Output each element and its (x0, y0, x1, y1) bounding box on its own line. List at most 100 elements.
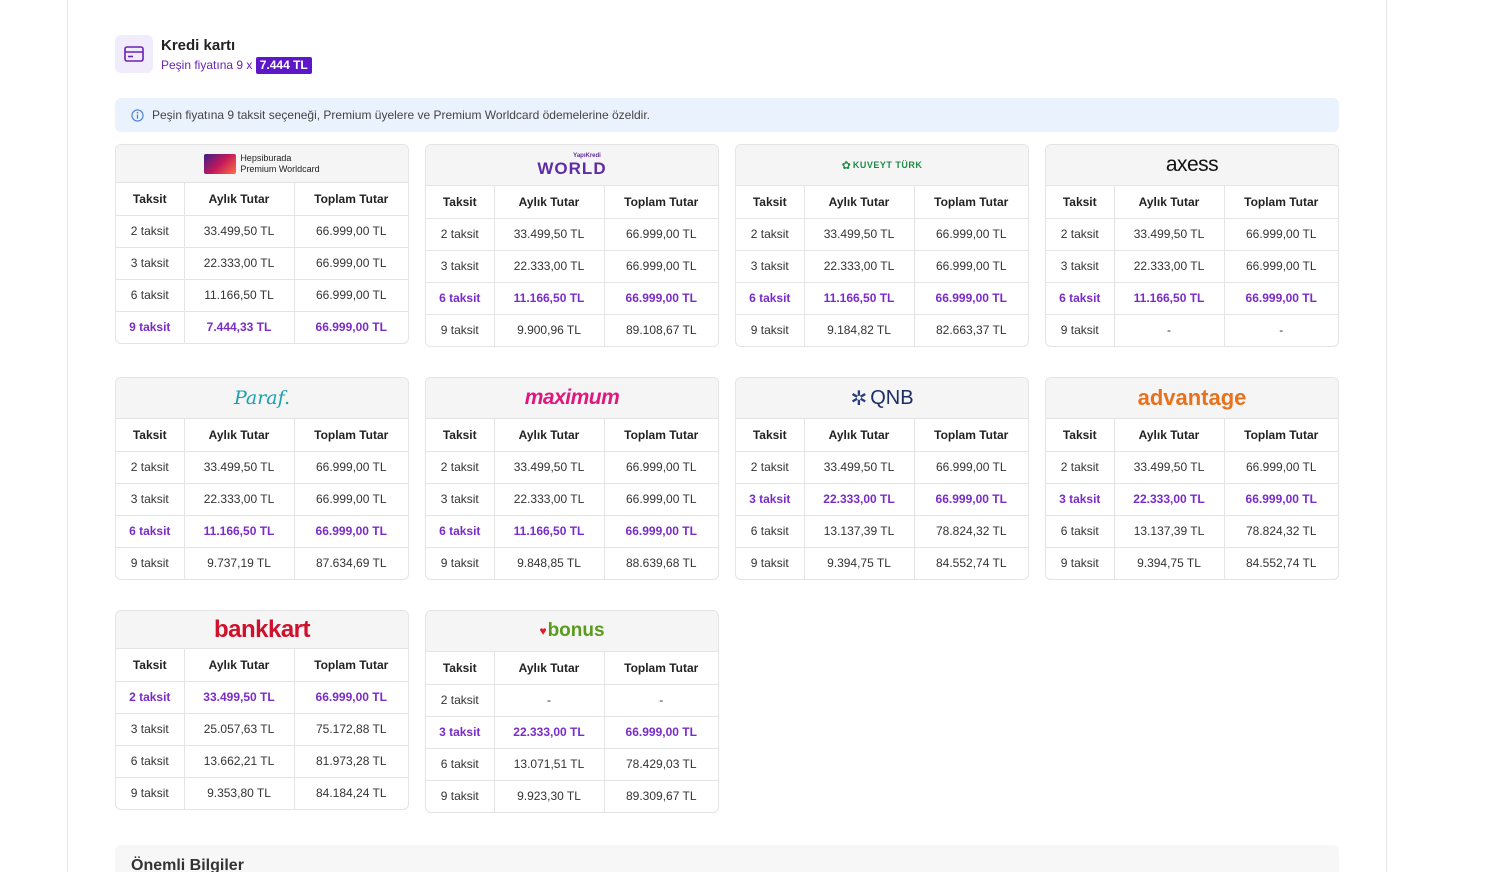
column-header: Toplam Tutar (294, 419, 408, 452)
monthly-amount: 11.166,50 TL (184, 279, 295, 312)
monthly-amount: 9.848,85 TL (494, 547, 605, 579)
subtitle-prefix: Peşin fiyatına 9 x (161, 58, 253, 72)
monthly-amount: 33.499,50 TL (184, 451, 295, 484)
table-row: 2 taksit 33.499,50 TL 66.999,00 TL (1046, 218, 1338, 251)
table-row: 2 taksit 33.499,50 TL 66.999,00 TL (736, 218, 1028, 251)
world-logo-text: WORLD (537, 159, 607, 178)
table-row: 9 taksit 9.848,85 TL 88.639,68 TL (426, 547, 718, 579)
card-bonus: ♥ bonus Taksit Aylık Tutar Toplam Tutar 2 t… (425, 610, 719, 813)
total-amount: 81.973,28 TL (294, 745, 408, 778)
installment-count: 3 taksit (426, 716, 495, 749)
bonus-logo: ♥ bonus (426, 611, 718, 652)
column-header: Aylık Tutar (184, 649, 295, 682)
installment-table: Taksit Aylık Tutar Toplam Tutar 2 taksit 33.… (116, 649, 408, 809)
total-amount: 75.172,88 TL (294, 713, 408, 746)
table-row: 6 taksit 11.166,50 TL 66.999,00 TL (1046, 282, 1338, 315)
table-header-row: Taksit Aylık Tutar Toplam Tutar (426, 186, 718, 219)
monthly-amount: 22.333,00 TL (804, 250, 915, 283)
monthly-amount: 22.333,00 TL (1114, 483, 1225, 516)
important-info-section: Önemli Bilgiler (115, 845, 1339, 872)
installment-count: 6 taksit (116, 745, 185, 778)
maximum-logo-text: maximum (524, 386, 620, 409)
installment-count: 9 taksit (116, 311, 185, 343)
section-title: Kredi kartı (161, 37, 236, 54)
table-row: 3 taksit 22.333,00 TL 66.999,00 TL (426, 250, 718, 283)
table-row: 3 taksit 22.333,00 TL 66.999,00 TL (116, 247, 408, 280)
monthly-amount: 25.057,63 TL (184, 713, 295, 746)
installment-count: 6 taksit (1046, 515, 1115, 548)
table-row: 3 taksit 22.333,00 TL 66.999,00 TL (116, 483, 408, 516)
table-row: 2 taksit - - (426, 684, 718, 717)
column-header: Aylık Tutar (494, 419, 605, 452)
installment-table: Taksit Aylık Tutar Toplam Tutar 2 taksit 33.… (736, 419, 1028, 579)
total-amount: 66.999,00 TL (914, 451, 1028, 484)
total-amount: 66.999,00 TL (604, 483, 718, 516)
card-axess: axess Taksit Aylık Tutar Toplam Tutar 2 tak… (1045, 144, 1339, 347)
installment-count: 6 taksit (736, 515, 805, 548)
column-header: Taksit (426, 652, 495, 685)
bonus-heart-icon: ♥ (539, 624, 547, 638)
installment-table: Taksit Aylık Tutar Toplam Tutar 2 taksit 33.… (426, 186, 718, 346)
table-row: 9 taksit 9.184,82 TL 82.663,37 TL (736, 314, 1028, 346)
section-subtitle: Peşin fiyatına 9 x 7.444 TL (161, 57, 312, 74)
bankkart-logo: bankkart (116, 611, 408, 649)
column-header: Toplam Tutar (914, 186, 1028, 219)
installment-table: Taksit Aylık Tutar Toplam Tutar 2 taksit 33.… (116, 419, 408, 579)
card-paraf: Paraf. Taksit Aylık Tutar Toplam Tutar 2 ta… (115, 377, 409, 580)
table-row: 2 taksit 33.499,50 TL 66.999,00 TL (116, 451, 408, 484)
installment-count: 9 taksit (116, 547, 185, 579)
column-header: Toplam Tutar (1224, 419, 1338, 452)
monthly-amount: - (494, 684, 605, 717)
monthly-amount: 33.499,50 TL (184, 681, 295, 714)
paraf-logo-text: Paraf. (233, 387, 291, 409)
installment-table: Taksit Aylık Tutar Toplam Tutar 2 taksit 33.… (736, 186, 1028, 346)
total-amount: 78.824,32 TL (1224, 515, 1338, 548)
total-amount: - (604, 684, 718, 717)
installment-table: Taksit Aylık Tutar Toplam Tutar 2 taksit 33.… (426, 419, 718, 579)
column-header: Taksit (736, 419, 805, 452)
table-row: 2 taksit 33.499,50 TL 66.999,00 TL (426, 451, 718, 484)
column-header: Toplam Tutar (604, 186, 718, 219)
total-amount: 66.999,00 TL (315, 320, 387, 335)
total-amount: 66.999,00 TL (604, 716, 718, 749)
qnb-logo: ✲ QNB (736, 378, 1028, 419)
installment-count: 3 taksit (736, 483, 805, 516)
table-header-row: Taksit Aylık Tutar Toplam Tutar (426, 419, 718, 452)
card-qnb: ✲ QNB Taksit Aylık Tutar Toplam Tutar 2 tak… (735, 377, 1029, 580)
table-row: 2 taksit 33.499,50 TL 66.999,00 TL (736, 451, 1028, 484)
bonus-logo-text: bonus (547, 620, 605, 641)
advantage-logo: advantage (1046, 378, 1338, 419)
table-row: 2 taksit 33.499,50 TL 66.999,00 TL (1046, 451, 1338, 484)
monthly-amount: 11.166,50 TL (1114, 282, 1225, 315)
installment-count: 9 taksit (1046, 547, 1115, 579)
total-amount: 89.108,67 TL (625, 323, 697, 338)
table-row: 3 taksit 22.333,00 TL 66.999,00 TL (1046, 250, 1338, 283)
installment-count: 2 taksit (736, 451, 805, 484)
monthly-amount: 33.499,50 TL (1114, 218, 1225, 251)
total-amount: 66.999,00 TL (294, 483, 408, 516)
total-amount: 66.999,00 TL (914, 282, 1028, 315)
monthly-amount: 7.444,33 TL (184, 311, 295, 343)
table-row: 6 taksit 11.166,50 TL 66.999,00 TL (116, 515, 408, 548)
table-header-row: Taksit Aylık Tutar Toplam Tutar (1046, 186, 1338, 219)
logo-line1: Hepsiburada (240, 152, 292, 163)
monthly-amount: 33.499,50 TL (494, 218, 605, 251)
column-header: Taksit (426, 186, 495, 219)
column-header: Taksit (116, 183, 185, 216)
table-row: 2 taksit 33.499,50 TL 66.999,00 TL (116, 215, 408, 248)
world-logo: YapıKredi WORLD (426, 145, 718, 186)
logo-line2: Premium Worldcard (240, 163, 320, 174)
monthly-amount: 33.499,50 TL (1114, 451, 1225, 484)
installment-count: 6 taksit (116, 515, 185, 548)
total-amount: 66.999,00 TL (914, 250, 1028, 283)
monthly-amount: - (1114, 314, 1225, 346)
monthly-amount: 9.353,80 TL (184, 777, 295, 809)
installment-count: 2 taksit (116, 451, 185, 484)
installment-count: 9 taksit (1046, 314, 1115, 346)
column-header: Taksit (1046, 186, 1115, 219)
axess-logo-text: axess (1165, 153, 1219, 176)
table-row: 9 taksit 9.353,80 TL 84.184,24 TL (116, 777, 408, 809)
total-amount: 66.999,00 TL (914, 218, 1028, 251)
monthly-amount: 33.499,50 TL (184, 215, 295, 248)
total-amount: 66.999,00 TL (294, 451, 408, 484)
